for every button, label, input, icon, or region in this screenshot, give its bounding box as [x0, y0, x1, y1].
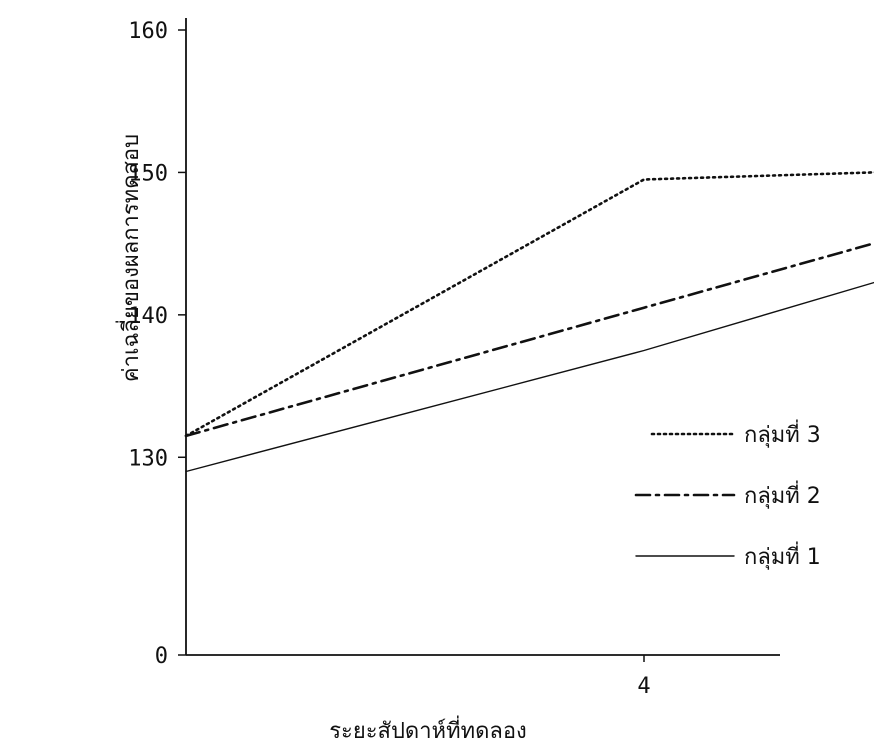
- legend: กลุ่มที่ 3 กลุ่มที่ 2 กลุ่มที่ 1: [634, 419, 821, 570]
- series-line-1: [184, 171, 874, 438]
- legend-label: กลุ่มที่ 1: [744, 541, 821, 570]
- legend-label: กลุ่มที่ 3: [744, 419, 821, 448]
- x-axis-ticks: 4812: [637, 655, 651, 699]
- legend-label: กลุ่มที่ 2: [744, 480, 821, 509]
- y-tick-label: 0: [155, 644, 168, 669]
- series-line-2: [184, 241, 874, 438]
- y-tick-label: 140: [128, 304, 168, 329]
- y-axis-ticks: 0 130 140 150 160: [128, 19, 186, 669]
- y-axis-title: ค่าเฉลี่ยของผลการทดสอบ: [115, 134, 144, 382]
- y-tick-label: 130: [128, 446, 168, 471]
- y-tick-label: 150: [128, 161, 168, 186]
- series-line-3: [185, 281, 874, 473]
- x-tick-label: 4: [637, 674, 650, 699]
- x-axis-title: ระยะสัปดาห์ที่ทดลอง: [329, 715, 527, 744]
- series-lines: [184, 171, 874, 473]
- y-tick-label: 160: [128, 19, 168, 44]
